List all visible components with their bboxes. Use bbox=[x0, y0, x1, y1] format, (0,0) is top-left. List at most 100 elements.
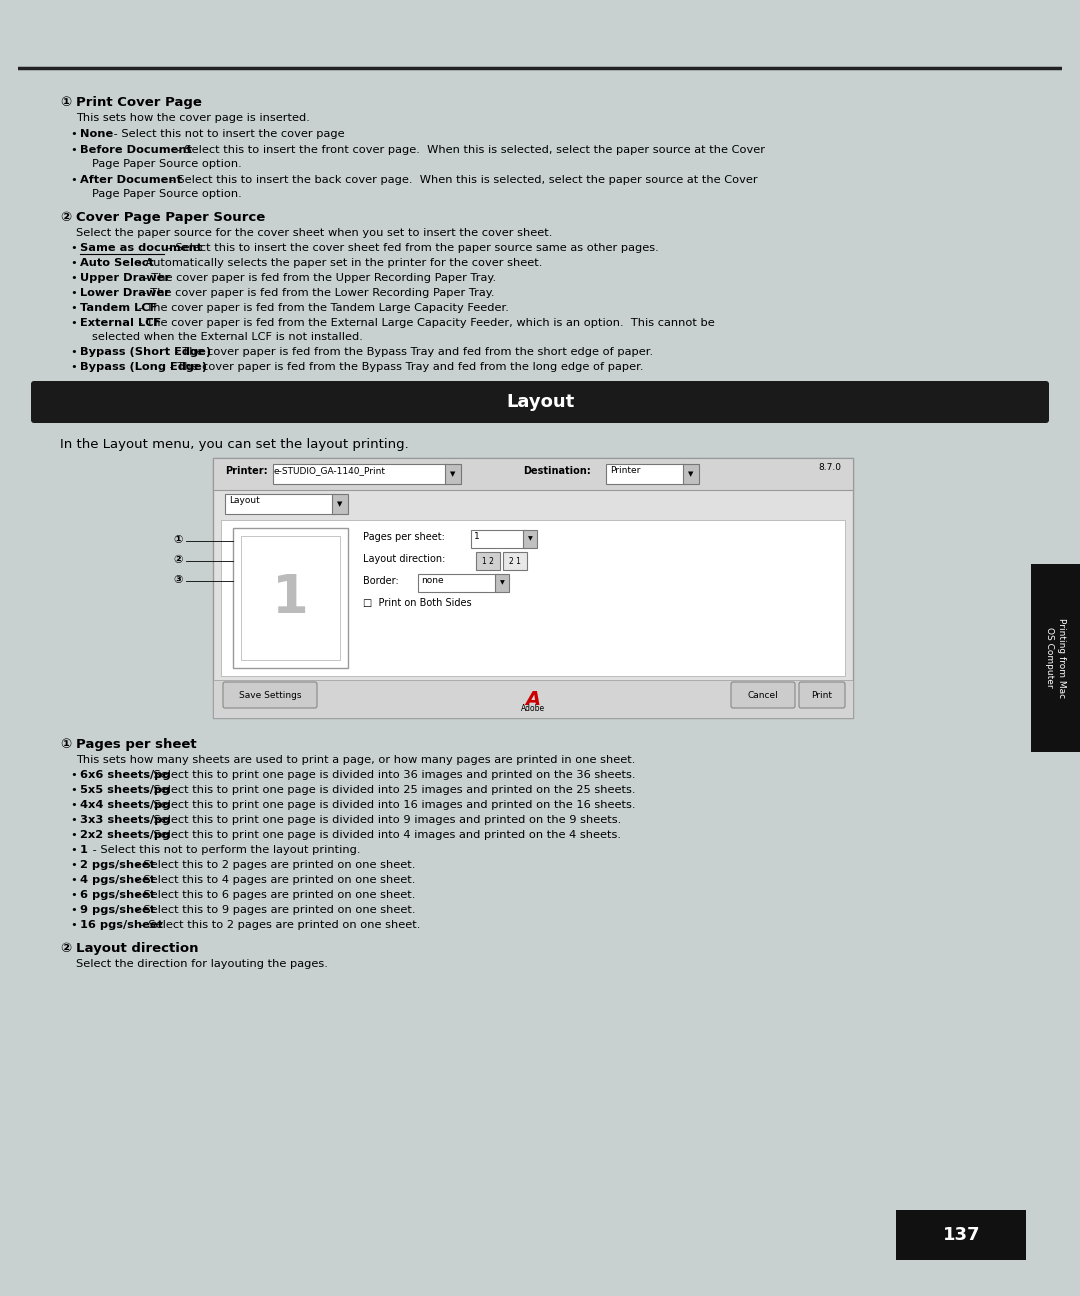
Text: A: A bbox=[526, 689, 541, 709]
FancyBboxPatch shape bbox=[233, 527, 348, 667]
Text: 2 1: 2 1 bbox=[509, 556, 521, 565]
Text: •: • bbox=[70, 258, 77, 268]
Text: Destination:: Destination: bbox=[523, 467, 591, 476]
Text: •: • bbox=[70, 861, 77, 870]
Text: ▼: ▼ bbox=[688, 470, 693, 477]
Text: 6x6 sheets/pg: 6x6 sheets/pg bbox=[80, 770, 171, 780]
Text: Auto Select: Auto Select bbox=[80, 258, 153, 268]
Text: - Select this to print one page is divided into 16 images and printed on the 16 : - Select this to print one page is divid… bbox=[141, 800, 635, 810]
Text: Print: Print bbox=[811, 691, 833, 700]
Text: Select the direction for layouting the pages.: Select the direction for layouting the p… bbox=[76, 959, 328, 969]
Text: - The cover paper is fed from the Tandem Large Capacity Feeder.: - The cover paper is fed from the Tandem… bbox=[135, 303, 509, 314]
FancyBboxPatch shape bbox=[221, 520, 845, 677]
Text: - Select this to 6 pages are printed on one sheet.: - Select this to 6 pages are printed on … bbox=[132, 890, 416, 899]
Text: •: • bbox=[70, 273, 77, 283]
Text: Layout direction: Layout direction bbox=[76, 942, 199, 955]
Text: - The cover paper is fed from the External Large Capacity Feeder, which is an op: - The cover paper is fed from the Extern… bbox=[135, 318, 715, 328]
FancyBboxPatch shape bbox=[222, 682, 318, 708]
Text: •: • bbox=[70, 920, 77, 931]
Text: •: • bbox=[70, 130, 77, 139]
FancyBboxPatch shape bbox=[476, 552, 500, 570]
Text: Cover Page Paper Source: Cover Page Paper Source bbox=[76, 211, 266, 224]
Text: - Select this to print one page is divided into 4 images and printed on the 4 sh: - Select this to print one page is divid… bbox=[141, 829, 621, 840]
Text: ②: ② bbox=[60, 942, 71, 955]
Text: Page Paper Source option.: Page Paper Source option. bbox=[92, 159, 242, 168]
FancyBboxPatch shape bbox=[683, 464, 699, 483]
Text: •: • bbox=[70, 829, 77, 840]
Text: Tandem LCF: Tandem LCF bbox=[80, 303, 158, 314]
FancyBboxPatch shape bbox=[332, 494, 348, 515]
Text: Lower Drawer: Lower Drawer bbox=[80, 288, 170, 298]
Text: e-STUDIO_GA-1140_Print: e-STUDIO_GA-1140_Print bbox=[274, 467, 386, 476]
Text: selected when the External LCF is not installed.: selected when the External LCF is not in… bbox=[92, 332, 363, 342]
Text: Adobe: Adobe bbox=[521, 704, 545, 713]
Text: •: • bbox=[70, 347, 77, 356]
Text: 1: 1 bbox=[80, 845, 87, 855]
Text: Pages per sheet: Pages per sheet bbox=[76, 737, 197, 750]
Text: - The cover paper is fed from the Bypass Tray and fed from the long edge of pape: - The cover paper is fed from the Bypass… bbox=[166, 362, 644, 372]
Text: Bypass (Short Edge): Bypass (Short Edge) bbox=[80, 347, 211, 356]
Text: 16 pgs/sheet: 16 pgs/sheet bbox=[80, 920, 163, 931]
Text: •: • bbox=[70, 175, 77, 185]
Text: 2 pgs/sheet: 2 pgs/sheet bbox=[80, 861, 156, 870]
FancyBboxPatch shape bbox=[471, 530, 526, 548]
FancyBboxPatch shape bbox=[503, 552, 527, 570]
Text: - Select this to print one page is divided into 36 images and printed on the 36 : - Select this to print one page is divid… bbox=[141, 770, 635, 780]
Text: 1: 1 bbox=[474, 531, 480, 540]
FancyBboxPatch shape bbox=[1027, 548, 1080, 767]
Text: ▼: ▼ bbox=[500, 581, 504, 586]
Text: - Automatically selects the paper set in the printer for the cover sheet.: - Automatically selects the paper set in… bbox=[134, 258, 542, 268]
Text: 9 pgs/sheet: 9 pgs/sheet bbox=[80, 905, 156, 915]
Text: Layout direction:: Layout direction: bbox=[363, 553, 445, 564]
Text: 2x2 sheets/pg: 2x2 sheets/pg bbox=[80, 829, 171, 840]
Text: Select the paper source for the cover sheet when you set to insert the cover she: Select the paper source for the cover sh… bbox=[76, 228, 552, 238]
Text: Same as document: Same as document bbox=[80, 244, 202, 253]
Text: •: • bbox=[70, 244, 77, 253]
Text: 1: 1 bbox=[272, 572, 309, 623]
Text: Page Paper Source option.: Page Paper Source option. bbox=[92, 189, 242, 200]
Text: - Select this not to insert the cover page: - Select this not to insert the cover pa… bbox=[110, 130, 345, 139]
Text: 4x4 sheets/pg: 4x4 sheets/pg bbox=[80, 800, 171, 810]
Text: ▼: ▼ bbox=[337, 502, 342, 507]
Text: ①: ① bbox=[173, 535, 183, 546]
Text: •: • bbox=[70, 845, 77, 855]
Text: Before Document: Before Document bbox=[80, 145, 192, 156]
FancyBboxPatch shape bbox=[445, 464, 461, 483]
Text: •: • bbox=[70, 288, 77, 298]
Text: Border:: Border: bbox=[363, 575, 399, 586]
Text: - Select this to 4 pages are printed on one sheet.: - Select this to 4 pages are printed on … bbox=[132, 875, 416, 885]
Text: •: • bbox=[70, 890, 77, 899]
Text: External LCF: External LCF bbox=[80, 318, 161, 328]
Text: •: • bbox=[70, 145, 77, 156]
Text: •: • bbox=[70, 800, 77, 810]
Text: 5x5 sheets/pg: 5x5 sheets/pg bbox=[80, 785, 171, 794]
FancyBboxPatch shape bbox=[606, 464, 686, 483]
Text: •: • bbox=[70, 303, 77, 314]
Text: Printing from Mac
OS Computer: Printing from Mac OS Computer bbox=[1045, 618, 1066, 697]
FancyBboxPatch shape bbox=[731, 682, 795, 708]
Text: •: • bbox=[70, 362, 77, 372]
Text: In the Layout menu, you can set the layout printing.: In the Layout menu, you can set the layo… bbox=[60, 438, 408, 451]
Text: Printer:: Printer: bbox=[225, 467, 268, 476]
Text: Pages per sheet:: Pages per sheet: bbox=[363, 531, 445, 542]
Text: ②: ② bbox=[60, 211, 71, 224]
Text: - Select this to 2 pages are printed on one sheet.: - Select this to 2 pages are printed on … bbox=[137, 920, 420, 931]
Text: Upper Drawer: Upper Drawer bbox=[80, 273, 171, 283]
Text: Save Settings: Save Settings bbox=[239, 691, 301, 700]
Text: 137: 137 bbox=[943, 1226, 980, 1244]
Text: - Select this to print one page is divided into 25 images and printed on the 25 : - Select this to print one page is divid… bbox=[141, 785, 635, 794]
FancyBboxPatch shape bbox=[799, 682, 845, 708]
Text: ①: ① bbox=[60, 96, 71, 109]
Text: - Select this to insert the front cover page.  When this is selected, select the: - Select this to insert the front cover … bbox=[173, 145, 765, 156]
Text: •: • bbox=[70, 815, 77, 826]
FancyBboxPatch shape bbox=[31, 381, 1049, 422]
FancyBboxPatch shape bbox=[273, 464, 448, 483]
Text: This sets how the cover page is inserted.: This sets how the cover page is inserted… bbox=[76, 113, 310, 123]
FancyBboxPatch shape bbox=[213, 680, 853, 718]
Text: 6 pgs/sheet: 6 pgs/sheet bbox=[80, 890, 156, 899]
Text: Cancel: Cancel bbox=[747, 691, 779, 700]
Text: Layout: Layout bbox=[505, 393, 575, 411]
Text: •: • bbox=[70, 770, 77, 780]
Text: •: • bbox=[70, 905, 77, 915]
FancyBboxPatch shape bbox=[213, 457, 853, 490]
